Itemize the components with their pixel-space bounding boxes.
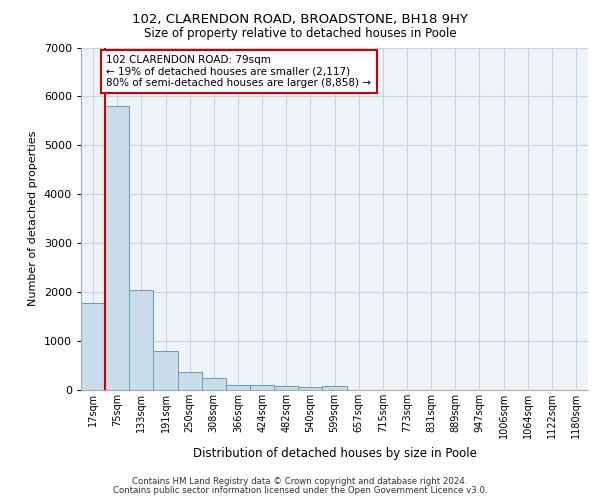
Bar [154,351,178,390]
Bar [81,303,105,390]
Bar [202,378,226,390]
Bar [250,386,274,390]
Text: 102 CLARENDON ROAD: 79sqm
← 19% of detached houses are smaller (2,117)
80% of se: 102 CLARENDON ROAD: 79sqm ← 19% of detac… [106,55,371,88]
Text: Contains HM Land Registry data © Crown copyright and database right 2024.: Contains HM Land Registry data © Crown c… [132,477,468,486]
Bar [129,290,154,390]
Bar [178,372,202,390]
Bar [322,386,347,390]
Y-axis label: Number of detached properties: Number of detached properties [28,131,38,306]
X-axis label: Distribution of detached houses by size in Poole: Distribution of detached houses by size … [193,446,476,460]
Text: Contains public sector information licensed under the Open Government Licence v3: Contains public sector information licen… [113,486,487,495]
Bar [298,387,322,390]
Text: Size of property relative to detached houses in Poole: Size of property relative to detached ho… [143,28,457,40]
Text: 102, CLARENDON ROAD, BROADSTONE, BH18 9HY: 102, CLARENDON ROAD, BROADSTONE, BH18 9H… [132,12,468,26]
Bar [105,106,129,390]
Bar [226,385,250,390]
Bar [274,386,298,390]
